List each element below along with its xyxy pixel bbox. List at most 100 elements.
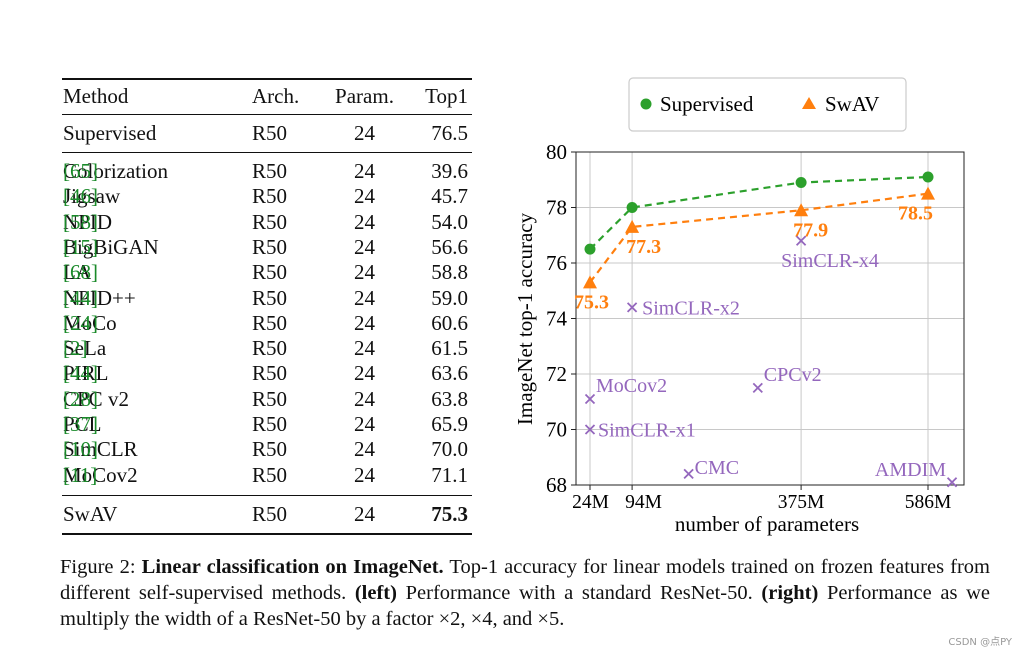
caption-title: Linear classification on ImageNet. [141, 556, 444, 578]
other-method-marker [683, 468, 694, 480]
citation-link[interactable]: [68] [63, 260, 98, 285]
method-name: Jigsaw [63, 184, 121, 209]
swav-row: SwAV R50 24 75.3 [62, 502, 472, 527]
other-method-marker [752, 382, 763, 394]
citation-link[interactable]: [65] [63, 159, 98, 183]
cell-arch: R50 [252, 310, 288, 335]
supervised-line [589, 175, 929, 250]
cell-arch: R50 [252, 234, 288, 259]
citation-link[interactable]: [58] [63, 209, 98, 234]
y-tick-label: 70 [546, 418, 567, 442]
citation-link[interactable]: [24] [63, 310, 98, 335]
cell-top1: 63.8 [431, 386, 468, 411]
cell-param: 24 [354, 260, 375, 285]
supervised-row: Supervised R50 24 76.5 [62, 121, 472, 146]
citation-link[interactable]: [46] [63, 184, 98, 209]
header-top1: Top1 [425, 84, 468, 108]
method-name: Colorization [63, 159, 168, 183]
cell-method: SwAV [63, 502, 118, 526]
cell-arch: R50 [252, 184, 288, 209]
chart-grid [576, 152, 964, 485]
supervised-point [922, 171, 934, 183]
other-method-marker [584, 393, 596, 405]
method-name: MoCo [63, 310, 117, 335]
method-name: BigBiGAN [63, 234, 159, 259]
swav-point [921, 186, 935, 200]
citation-link[interactable]: [10] [63, 437, 98, 462]
cell-top1: 61.5 [431, 336, 468, 361]
method-name: LA [63, 260, 91, 285]
supervised-point [795, 177, 807, 189]
citation-link[interactable]: [28] [63, 386, 98, 411]
table-row: SimCLR [10] R50 24 70.0 [62, 437, 472, 462]
table-top-rule [62, 78, 472, 80]
y-tick-label: 76 [546, 251, 567, 275]
table-row: BigBiGAN [15] R50 24 56.6 [62, 235, 472, 260]
cell-top1: 60.6 [431, 310, 468, 335]
cell-param: 24 [354, 386, 375, 411]
cell-param: 24 [354, 159, 375, 183]
caption-text: Performance as we multiply the width of … [60, 582, 991, 630]
cell-arch: R50 [252, 336, 288, 361]
legend-supervised-label: Supervised [660, 92, 754, 116]
cell-param: 24 [354, 437, 375, 462]
cell-arch: R50 [252, 285, 288, 310]
table-row: MoCov2 [11] R50 24 71.1 [62, 463, 472, 488]
cell-param: 24 [354, 502, 375, 526]
cell-top1: 76.5 [431, 121, 468, 145]
chart-legend: Supervised SwAV [628, 77, 907, 132]
cell-arch: R50 [252, 437, 288, 462]
table-section-rule [62, 495, 472, 496]
table-row: LA [68] R50 24 58.8 [62, 260, 472, 285]
y-tick-label: 72 [546, 362, 567, 386]
table-header-rule [62, 114, 472, 115]
other-method-label: MoCov2 [596, 375, 667, 397]
supervised-point [584, 243, 596, 255]
method-name: SeLa [63, 336, 107, 361]
citation-link[interactable]: [37] [63, 412, 98, 436]
legend-swav-label: SwAV [825, 92, 879, 116]
cell-top1: 59.0 [431, 285, 468, 310]
chart-other-methods: SimCLR-x1 MoCov2 SimCLR-x2 SimCLR-x4 CPCv2 CM… [584, 235, 958, 488]
table-row: NPID [58] R50 24 54.0 [62, 210, 472, 235]
legend-supervised-marker [640, 98, 652, 110]
cell-param: 24 [354, 234, 375, 259]
table-row: MoCo [24] R50 24 60.6 [62, 311, 472, 336]
table-row: Colorization [65] R50 24 39.6 [62, 159, 472, 184]
citation-link[interactable]: [44] [63, 285, 98, 310]
caption-prefix: Figure 2: [60, 556, 142, 578]
method-name: NPID [63, 209, 113, 234]
cell-arch: R50 [252, 502, 288, 526]
method-name: MoCov2 [63, 462, 138, 487]
cell-top1: 65.9 [431, 412, 468, 436]
y-tick-label: 80 [546, 140, 567, 164]
table-row: PCL [37] R50 24 65.9 [62, 412, 472, 437]
cell-arch: R50 [252, 121, 288, 145]
other-method-marker [626, 302, 638, 313]
other-method-label: SimCLR-x1 [598, 420, 696, 442]
cell-param: 24 [354, 184, 375, 209]
citation-link[interactable]: [15] [63, 234, 98, 259]
citation-link[interactable]: [2] [63, 336, 88, 361]
header-arch: Arch. [252, 84, 300, 108]
swav-value-label: 75.3 [574, 291, 609, 313]
other-method-marker [584, 424, 596, 435]
supervised-point [626, 202, 638, 213]
method-name: CPC v2 [63, 386, 129, 411]
swav-point [794, 203, 809, 217]
chart-ticks: 68 70 72 74 76 78 80 24M 94M 375M 586M [546, 140, 951, 513]
accuracy-vs-params-chart: 68 70 72 74 76 78 80 24M 94M 375M 586M 75.3 77.3 77.… [513, 77, 965, 536]
citation-link[interactable]: [11] [63, 462, 98, 487]
citation-link[interactable]: [44] [63, 361, 98, 386]
x-axis-label: number of parameters [675, 512, 859, 536]
cell-arch: R50 [252, 209, 288, 234]
cell-top1: 70.0 [431, 437, 468, 462]
cell-top1: 75.3 [431, 502, 468, 526]
swav-point [625, 219, 640, 233]
cell-top1: 39.6 [431, 159, 468, 183]
caption-right-tag: (right) [761, 582, 819, 604]
cell-top1: 45.7 [431, 184, 468, 209]
cell-param: 24 [354, 412, 375, 436]
cell-arch: R50 [252, 260, 288, 285]
table-row: Jigsaw [46] R50 24 45.7 [62, 184, 472, 209]
